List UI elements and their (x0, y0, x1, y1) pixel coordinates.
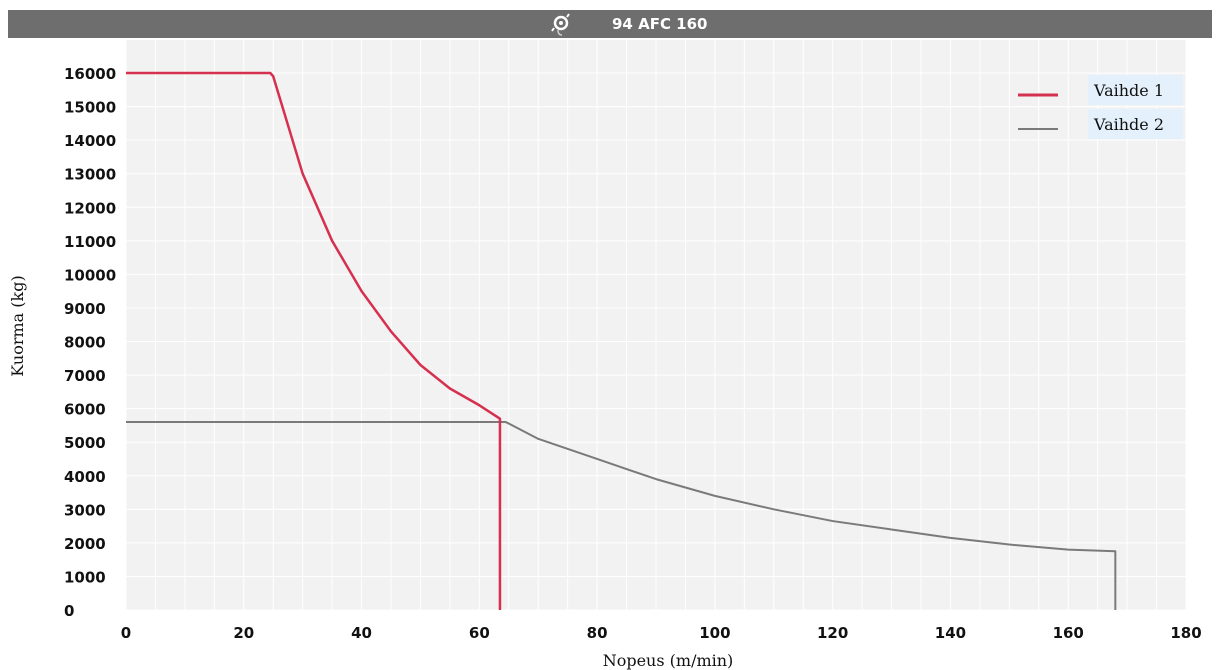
y-tick-label: 4000 (64, 468, 106, 486)
x-tick-label: 0 (121, 624, 131, 642)
y-tick-label: 12000 (64, 199, 116, 217)
x-tick-label: 40 (351, 624, 372, 642)
legend-label-bg (1088, 109, 1183, 139)
y-tick-label: 7000 (64, 367, 106, 385)
grid (125, 40, 1187, 611)
y-tick-label: 16000 (64, 65, 116, 83)
x-tick-label: 140 (935, 624, 966, 642)
y-axis-label: Kuorma (kg) (8, 275, 27, 376)
legend-label: Vaihde 1 (1093, 81, 1164, 100)
series-line-vaihde-1 (126, 71, 502, 610)
y-tick-label: 2000 (64, 535, 106, 553)
x-tick-label: 160 (1053, 624, 1084, 642)
legend: Vaihde 1 Vaihde 2 (1018, 75, 1183, 139)
y-tick-label: 15000 (64, 99, 116, 117)
x-tick-label: 180 (1170, 624, 1201, 642)
series-group (126, 71, 1117, 610)
x-tick-label: 20 (233, 624, 254, 642)
y-axis: 0 1000 2000 3000 4000 5000 6000 7000 8000 9000 100… (64, 65, 116, 620)
y-tick-label: 13000 (64, 166, 116, 184)
series-line-vaihde-2 (126, 421, 1117, 610)
title-bar (8, 10, 1212, 38)
x-axis-label: Nopeus (m/min) (603, 651, 734, 670)
legend-label-bg (1088, 75, 1183, 105)
y-tick-label: 6000 (64, 401, 106, 419)
gear-hook-icon (551, 13, 570, 36)
y-tick-label: 11000 (64, 233, 116, 251)
legend-label: Vaihde 2 (1093, 115, 1164, 134)
x-tick-label: 60 (469, 624, 490, 642)
y-tick-label: 8000 (64, 334, 106, 352)
y-tick-label: 1000 (64, 568, 106, 586)
y-tick-label: 0 (64, 602, 74, 620)
x-tick-label: 80 (587, 624, 608, 642)
y-tick-label: 3000 (64, 501, 106, 519)
x-tick-label: 100 (699, 624, 730, 642)
chart-title: 94 AFC 160 (612, 15, 708, 33)
x-tick-label: 120 (817, 624, 848, 642)
y-tick-label: 14000 (64, 132, 116, 150)
y-tick-label: 5000 (64, 434, 106, 452)
x-axis: 0 20 40 60 80 100 120 140 160 180 (121, 624, 1202, 642)
y-tick-label: 10000 (64, 266, 116, 284)
y-tick-label: 9000 (64, 300, 106, 318)
